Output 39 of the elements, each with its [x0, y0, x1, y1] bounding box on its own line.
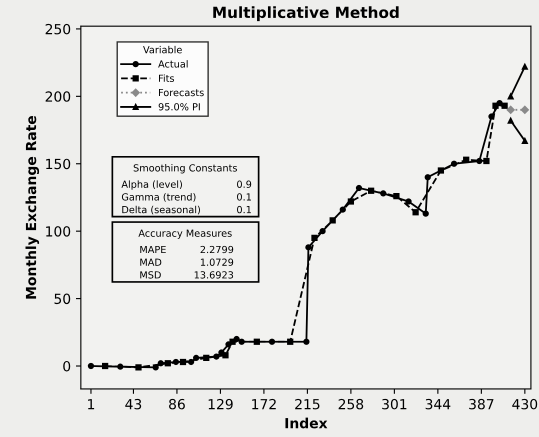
x-tick-label: 129: [208, 398, 233, 410]
annotation: 0.1: [237, 193, 251, 201]
annotation: MAD: [140, 258, 162, 266]
x-tick-label: 301: [382, 398, 406, 410]
annotation: Accuracy Measures: [138, 230, 232, 239]
annotation: MAPE: [140, 246, 166, 254]
legend-label: Forecasts: [159, 88, 204, 96]
x-tick-label: 1: [88, 399, 94, 410]
legend-label: Fits: [159, 74, 174, 82]
x-tick-label: 258: [338, 398, 364, 410]
y-tick-label: 250: [46, 24, 70, 34]
x-tick-label: 43: [125, 398, 142, 410]
annotation: Alpha (level): [121, 180, 182, 190]
annotation: 2.2799: [200, 246, 234, 254]
annotation: Smoothing Constants: [134, 164, 237, 174]
y-tick-label: 0: [63, 360, 70, 372]
x-tick-label: 387: [469, 398, 494, 410]
legend-title: Variable: [143, 46, 182, 54]
annotation: Delta (seasonal): [122, 206, 200, 214]
annotation: 0.1: [237, 206, 251, 214]
y-tick-label: 200: [46, 91, 70, 102]
y-tick-label: 150: [46, 158, 70, 170]
annotation: 1.0729: [200, 258, 234, 266]
chart-title: Multiplicative Method: [213, 6, 399, 22]
legend-label: Actual: [158, 60, 188, 68]
annotation: MSD: [140, 271, 161, 279]
x-tick-label: 215: [295, 398, 320, 410]
x-tick-label: 430: [512, 398, 538, 410]
x-tick-label: 344: [426, 398, 450, 410]
x-tick-label: 172: [252, 398, 276, 410]
x-tick-label: 86: [169, 398, 185, 410]
y-axis-title: Monthly Exchange Rate: [26, 116, 40, 299]
annotation: 0.9: [237, 180, 252, 188]
annotation: Gamma (trend): [122, 193, 196, 202]
legend-label: 95.0% PI: [158, 103, 200, 110]
y-tick-label: 50: [54, 294, 70, 304]
y-tick-label: 100: [46, 226, 70, 237]
x-axis-title: Index: [285, 418, 328, 428]
annotation: 13.6923: [194, 271, 234, 279]
